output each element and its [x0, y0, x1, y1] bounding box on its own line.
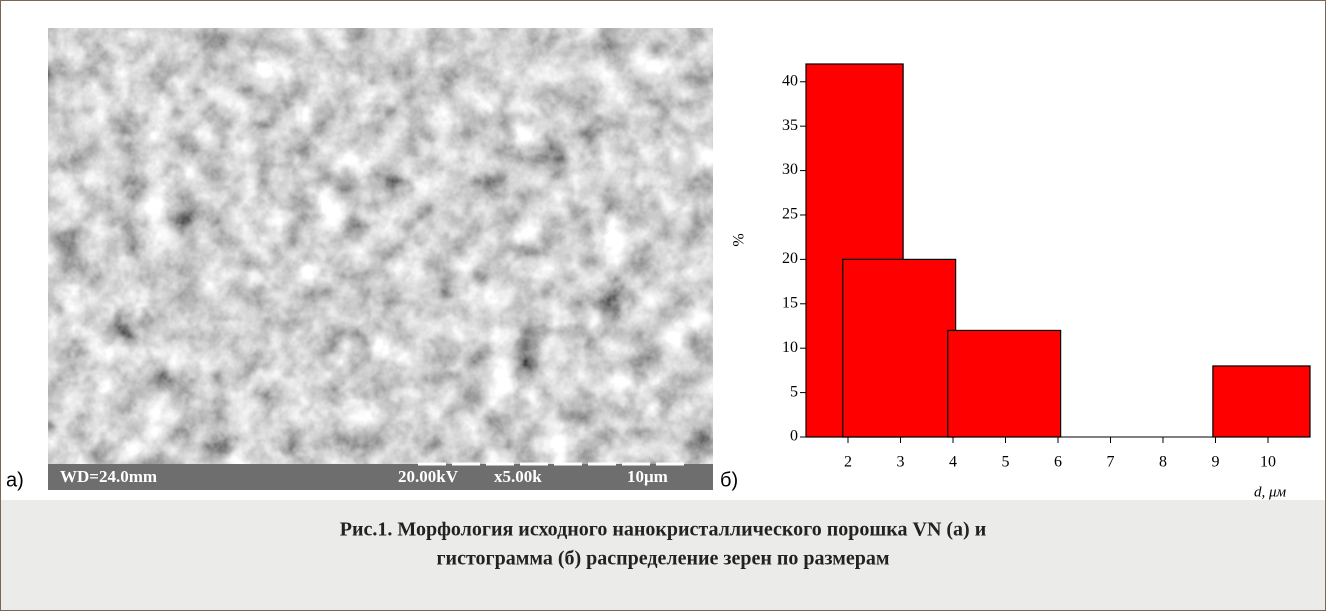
sem-label: WD=24.0mm: [60, 467, 157, 486]
y-tick-label: 40: [782, 72, 798, 89]
y-tick-label: 5: [790, 383, 798, 400]
chart: 0 5 10 15 20 25 30 35 40 2 3 4 5 6 7 8 9 10: [782, 64, 1310, 471]
y-tick-label: 10: [782, 339, 798, 356]
y-axis-title: %: [731, 233, 748, 246]
bar: [1213, 366, 1310, 437]
x-tick-label: 10: [1260, 454, 1276, 471]
figure: WD=24.0mm 20.00kV x5.00k 10μm а) б) % d,…: [0, 0, 1326, 611]
bar: [948, 330, 1061, 437]
x-tick-label: 4: [949, 454, 957, 471]
page: WD=24.0mm 20.00kV x5.00k 10μm а) б) % d,…: [0, 0, 1326, 611]
y-tick-label: 20: [782, 250, 798, 267]
sem-label: 20.00kV: [398, 467, 459, 486]
bar: [843, 259, 956, 437]
x-tick-label: 5: [1002, 454, 1010, 471]
x-tick-label: 6: [1054, 454, 1062, 471]
sem-label: 10μm: [627, 467, 668, 486]
caption-line: гистограмма (б) распределение зерен по р…: [436, 548, 889, 570]
y-tick-label: 15: [782, 294, 798, 311]
y-tick-label: 35: [782, 117, 798, 134]
caption-line: Рис.1. Морфология исходного нанокристалл…: [340, 519, 987, 541]
sem-image: [48, 28, 713, 464]
x-tick-label: 2: [844, 454, 852, 471]
y-tick-label: 0: [790, 428, 798, 445]
x-tick-label: 9: [1212, 454, 1220, 471]
panel-label: б): [720, 469, 738, 491]
x-axis-title: d, μм: [1254, 484, 1287, 500]
x-tick-label: 3: [897, 454, 905, 471]
x-tick-label: 8: [1159, 454, 1167, 471]
y-tick-label: 30: [782, 161, 798, 178]
panel-label: а): [6, 469, 24, 491]
sem-label: x5.00k: [494, 467, 542, 486]
x-tick-label: 7: [1107, 454, 1115, 471]
y-tick-label: 25: [782, 206, 798, 223]
